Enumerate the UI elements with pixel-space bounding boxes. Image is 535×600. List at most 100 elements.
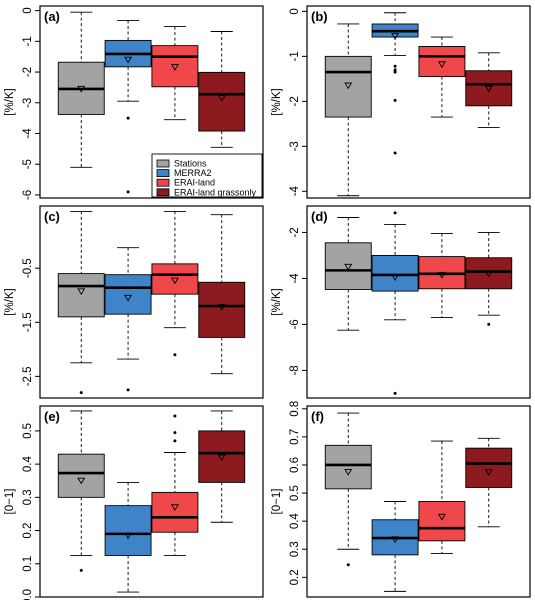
panel-label: (a) <box>44 9 60 24</box>
y-tick-label: 0.3 <box>22 489 34 505</box>
outlier-point <box>393 98 397 102</box>
y-axis-label: [%/K] <box>271 288 283 315</box>
y-tick-label: -2 <box>289 96 301 106</box>
mean-marker <box>391 274 400 281</box>
plot-frame <box>39 5 264 199</box>
box-merra2 <box>371 211 419 395</box>
legend-swatch <box>156 188 170 197</box>
box-erai-land <box>418 36 466 118</box>
y-tick-label: -8 <box>289 365 301 375</box>
outlier-point <box>393 70 397 74</box>
legend-swatch <box>156 178 170 187</box>
y-tick-label: 0.4 <box>22 456 34 473</box>
mean-marker <box>484 468 493 476</box>
chart-panel-b: -4 -3 -2 -1 0 [%/K] (b) <box>271 5 531 199</box>
outlier-point <box>126 388 130 392</box>
chart-panel-f: 0.2 0.3 0.4 0.5 0.6 0.7 0.8 [0−1] (f) <box>271 401 531 598</box>
box-erai-land-grassonly <box>465 437 513 528</box>
mean-marker <box>437 61 446 69</box>
mean-marker <box>124 532 133 540</box>
y-axis-label: [%/K] <box>4 88 16 115</box>
plot-frame <box>39 405 264 598</box>
legend-label: ERAI-land <box>174 178 215 188</box>
box-iqr <box>324 55 372 118</box>
box-iqr <box>198 430 246 483</box>
y-tick-label: -3 <box>289 141 301 151</box>
box-erai-land <box>418 440 466 554</box>
panel-label: (f) <box>311 409 324 424</box>
legend-swatch <box>156 169 170 178</box>
box-erai-land <box>418 233 466 318</box>
mean-marker <box>124 294 133 302</box>
chart-panel-a: -6-5-4-3-2-10[%/K](a)StationsMERRA2ERAI-… <box>4 5 264 200</box>
box-erai-land-grassonly <box>465 52 513 128</box>
box-erai-land-grassonly <box>465 231 513 326</box>
chart-panel-d: -8 -6 -4 -2 [%/K] (d) <box>271 205 531 399</box>
mean-marker <box>77 288 86 296</box>
mean-marker <box>484 270 493 278</box>
y-axis-label: [%/K] <box>4 288 16 315</box>
box-stations <box>57 11 105 168</box>
outlier-point <box>173 439 177 443</box>
outlier-point <box>393 211 397 215</box>
box-iqr <box>324 242 372 290</box>
y-tick-label: 0.2 <box>22 523 34 539</box>
plot-frame <box>39 205 264 399</box>
panel-label: (d) <box>311 209 328 224</box>
y-tick-label: 0 <box>289 8 301 14</box>
y-tick-label: 0.4 <box>289 513 301 530</box>
outlier-point <box>173 414 177 418</box>
mean-marker <box>77 85 86 93</box>
outlier-point <box>346 563 350 567</box>
box-stations <box>324 412 372 567</box>
box-merra2 <box>104 247 152 392</box>
box-iqr <box>465 70 513 107</box>
panel-label: (c) <box>44 209 60 224</box>
box-iqr <box>104 505 152 556</box>
chart-panel-c: -2.5 -1.5 -0.5 [%/K] (c) <box>4 205 264 399</box>
y-axis-label: [%/K] <box>271 88 283 115</box>
mean-marker <box>391 33 400 40</box>
box-erai-land-grassonly <box>198 410 246 523</box>
mean-marker <box>484 85 493 93</box>
box-iqr <box>151 45 199 88</box>
box-merra2 <box>104 481 152 593</box>
mean-marker <box>391 536 400 544</box>
mean-marker <box>437 271 446 279</box>
outlier-point <box>393 391 397 395</box>
mean-marker <box>124 56 133 64</box>
y-tick-label: -2.5 <box>22 366 34 386</box>
legend-label: ERAI-land grassonly <box>174 187 257 197</box>
box-erai-land-grassonly <box>198 31 246 148</box>
y-tick-label: -5 <box>22 159 34 169</box>
mean-marker <box>170 504 179 511</box>
mean-marker <box>437 513 446 521</box>
outlier-point <box>173 353 177 357</box>
plot-frame <box>306 5 531 199</box>
y-tick-label: -1.5 <box>22 312 34 332</box>
box-iqr <box>151 491 199 533</box>
box-iqr <box>324 444 372 490</box>
box-merra2 <box>371 501 419 592</box>
box-iqr <box>151 263 199 295</box>
plot-frame <box>306 205 531 399</box>
box-erai-land-grassonly <box>198 214 246 375</box>
y-tick-label: 0.8 <box>289 401 301 417</box>
outlier-point <box>393 151 397 155</box>
y-tick-label: 0.5 <box>22 423 34 439</box>
y-tick-label: -3 <box>22 98 34 108</box>
y-tick-label: -0.5 <box>22 258 34 278</box>
y-tick-label: 0 <box>22 7 34 13</box>
box-iqr <box>465 447 513 488</box>
box-erai-land <box>151 26 199 121</box>
box-iqr <box>57 453 105 498</box>
box-iqr <box>418 46 466 78</box>
y-tick-label: 0.2 <box>289 569 301 585</box>
outlier-point <box>126 190 130 194</box>
y-tick-label: 0.7 <box>289 429 301 445</box>
y-tick-label: 0.1 <box>22 556 34 572</box>
y-tick-label: 0.6 <box>289 457 301 473</box>
y-tick-label: -1 <box>289 51 301 61</box>
box-stations <box>324 23 372 197</box>
box-stations <box>324 217 372 331</box>
